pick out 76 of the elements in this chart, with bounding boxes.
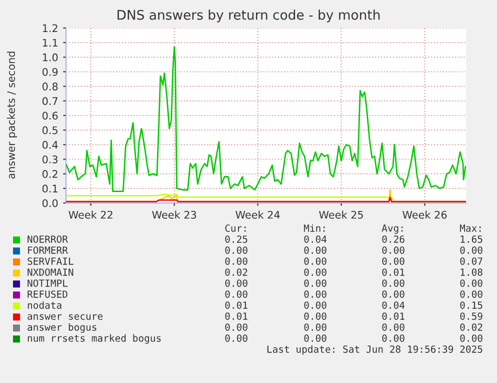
y-tick-label: 0.6 [42,112,58,120]
y-tick-label: 0.0 [42,199,58,208]
y-tick-label: 0.9 [42,68,58,76]
y-axis-title: answer packets / second [6,52,18,179]
text: 0.00 [460,334,482,342]
text: 0.00 [304,312,326,320]
y-tick-label: 1.0 [42,53,58,62]
x-tick-label: Week 24 [236,210,280,219]
x-tick-label: Week 25 [319,210,363,219]
text: 0.00 [304,323,326,331]
text: 0.00 [382,246,404,254]
y-tick-label: 1.1 [42,38,58,47]
text: 0.07 [460,257,482,265]
legend-label: answer secure [28,314,103,320]
text: 0.00 [382,323,404,331]
legend-label: FORMERR [28,246,68,254]
text: 0.00 [225,290,248,298]
y-tick-label: 1.2 [42,24,58,32]
text: 0.01 [225,301,248,309]
text: 0.00 [382,334,404,342]
text: Cur: [225,224,246,232]
x-tick-label: Week 26 [402,210,447,219]
text: 0.00 [304,268,326,276]
text: 0.00 [382,279,404,287]
legend-label: NOTIMPL [28,279,68,287]
text: Avg: [382,224,403,234]
text: 0.01 [225,312,248,320]
legend-label: answer bogus [28,323,96,333]
y-tick-label: 0.5 [42,126,58,134]
text: 0.04 [304,235,327,243]
text: 0.01 [382,312,404,320]
text: 0.01 [382,268,404,276]
text: 0.00 [304,290,326,298]
text: Last update: Sat Jun 28 19:56:39 2025 [267,345,482,355]
text: 0.26 [382,235,404,243]
y-tick-label: 0.1 [42,184,58,193]
text: 0.00 [304,301,326,309]
text: 0.00 [304,279,326,287]
x-tick-label: Week 23 [152,210,196,219]
text: 0.00 [382,290,404,298]
text: Max: [460,224,481,232]
text: 0.00 [304,246,326,254]
text: 0.00 [225,279,248,287]
text: 0.00 [382,257,404,265]
legend-label: NXDOMAIN [28,268,74,276]
text: 0.59 [460,312,482,320]
text: 0.00 [225,334,248,342]
y-tick-label: 0.7 [42,97,58,106]
text: 0.02 [460,323,482,331]
legend-label: num rrsets marked bogus [28,334,161,344]
text: 0.00 [304,334,326,342]
legend-label: SERVFAIL [28,257,74,265]
text: Min: [304,224,325,232]
legend-label: NOERROR [28,235,68,243]
y-tick-label: 0.8 [42,82,58,90]
text: 0.00 [460,290,482,298]
line-series [66,46,466,192]
text: 0.00 [225,246,248,254]
text: 0.00 [460,279,482,287]
y-tick-label: 0.3 [42,155,58,164]
text: 0.02 [225,268,248,276]
text: 0.00 [225,323,248,331]
text: 1.65 [460,235,482,243]
text: 1.08 [460,268,482,276]
text: 0.00 [304,257,326,265]
chart-title: DNS answers by return code - by month [118,10,380,22]
legend-label: REFUSED [28,290,68,298]
text: 0.00 [460,246,482,254]
y-tick-label: 0.2 [42,170,58,178]
x-tick-label: Week 22 [68,210,112,219]
text: 0.00 [225,257,248,265]
text: 0.04 [382,301,405,309]
text: 0.15 [460,301,482,309]
legend-label: nodata [28,301,62,309]
y-tick-label: 0.4 [42,140,58,149]
text: 0.25 [225,235,248,243]
